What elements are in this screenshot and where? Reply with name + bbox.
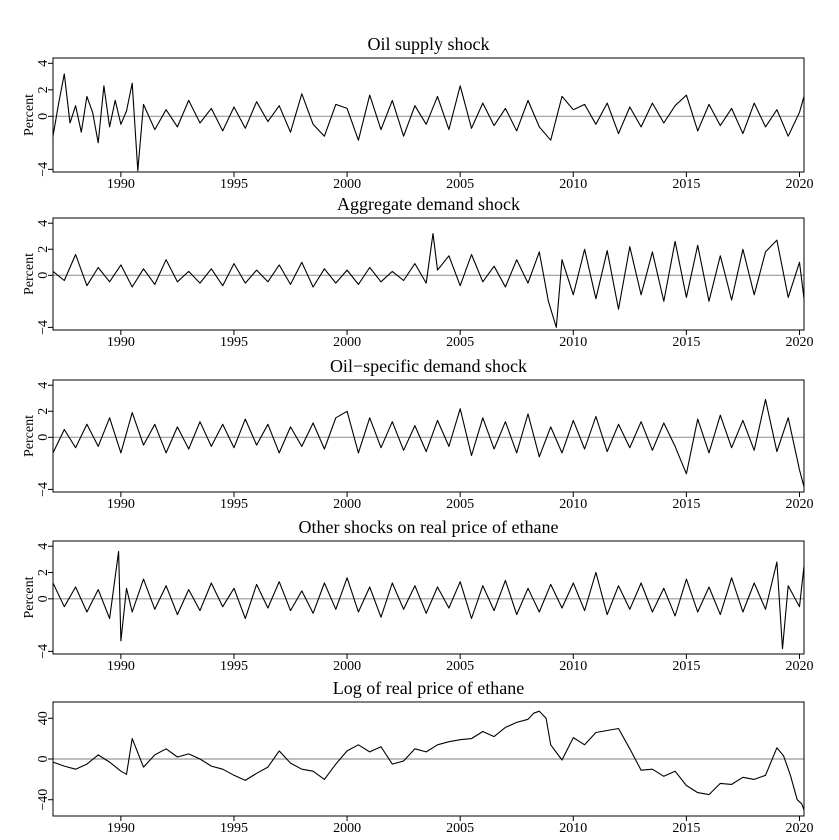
panel-title: Oil supply shock — [367, 34, 489, 54]
series-line — [52, 73, 805, 172]
x-tick-label: 1995 — [220, 335, 248, 350]
x-tick-label: 2000 — [333, 821, 361, 836]
panel-title: Other shocks on real price of ethane — [299, 517, 559, 537]
panel-5: Log of real price of ethane −40 0 40 1990 199… — [36, 678, 813, 836]
y-axis-label: Percent — [22, 576, 37, 618]
plot-frame — [52, 540, 805, 655]
y-tick-label: 4 — [36, 382, 51, 389]
x-tick-label: 2005 — [446, 821, 474, 836]
x-tick-label: 1995 — [220, 659, 248, 674]
x-tick-label: 2020 — [785, 177, 813, 192]
y-tick-label: −4 — [36, 644, 51, 659]
y-tick-label: 40 — [36, 711, 51, 725]
y-axis-label: Percent — [22, 253, 37, 295]
plot-frame — [52, 379, 805, 493]
x-tick-label: 2000 — [333, 659, 361, 674]
x-tick-label: 2015 — [672, 177, 700, 192]
x-tick-label: 2005 — [446, 497, 474, 512]
x-tick-label: 2015 — [672, 659, 700, 674]
y-tick-label: −4 — [36, 320, 51, 335]
y-axis-label: Percent — [22, 415, 37, 457]
panel-title: Oil−specific demand shock — [330, 356, 527, 376]
panel-2: Aggregate demand shock −4 0 2 4 1990 1995 2000 2… — [22, 194, 813, 350]
x-tick-label: 2005 — [446, 177, 474, 192]
panel-title: Aggregate demand shock — [337, 194, 520, 214]
x-tick-label: 2020 — [785, 335, 813, 350]
x-tick-label: 2015 — [672, 335, 700, 350]
y-tick-label: 0 — [36, 113, 51, 120]
panel-4: Other shocks on real price of ethane −4 0 2… — [22, 517, 813, 674]
y-tick-label: 0 — [36, 756, 51, 763]
y-tick-label: 2 — [36, 246, 51, 253]
x-tick-label: 2005 — [446, 335, 474, 350]
series-line — [52, 233, 805, 328]
x-tick-label: 2020 — [785, 821, 813, 836]
x-tick-label: 2015 — [672, 821, 700, 836]
y-tick-label: 0 — [36, 595, 51, 602]
x-tick-label: 2015 — [672, 497, 700, 512]
panel-1: Oil supply shock −4 0 2 4 1990 1995 2000 2005 201… — [22, 34, 813, 192]
y-tick-label: 0 — [36, 272, 51, 279]
series-line — [52, 398, 805, 487]
x-tick-label: 2010 — [559, 497, 587, 512]
x-tick-label: 1990 — [107, 335, 135, 350]
plot-frame — [52, 57, 805, 173]
x-tick-label: 1995 — [220, 177, 248, 192]
y-tick-label: 0 — [36, 434, 51, 441]
x-tick-label: 2010 — [559, 335, 587, 350]
x-tick-label: 1990 — [107, 177, 135, 192]
x-tick-label: 2000 — [333, 335, 361, 350]
y-tick-label: 4 — [36, 220, 51, 227]
x-tick-label: 2010 — [559, 821, 587, 836]
x-tick-label: 1990 — [107, 497, 135, 512]
x-tick-label: 1995 — [220, 497, 248, 512]
plot-frame — [52, 217, 805, 331]
x-tick-label: 2005 — [446, 659, 474, 674]
x-tick-label: 1990 — [107, 821, 135, 836]
y-axis-label: Percent — [22, 94, 37, 136]
x-tick-label: 2010 — [559, 177, 587, 192]
y-tick-label: −40 — [36, 789, 51, 811]
y-tick-label: −4 — [36, 162, 51, 177]
x-tick-label: 2010 — [559, 659, 587, 674]
x-tick-label: 2020 — [785, 659, 813, 674]
x-tick-label: 2020 — [785, 497, 813, 512]
x-tick-label: 1995 — [220, 821, 248, 836]
y-tick-label: 2 — [36, 86, 51, 93]
x-tick-label: 2000 — [333, 497, 361, 512]
series-line — [52, 710, 805, 811]
panel-title: Log of real price of ethane — [333, 678, 524, 698]
series-line — [52, 550, 805, 650]
y-tick-label: 4 — [36, 60, 51, 67]
x-tick-label: 1990 — [107, 659, 135, 674]
y-tick-label: 4 — [36, 543, 51, 550]
y-tick-label: 2 — [36, 408, 51, 415]
y-tick-label: −4 — [36, 482, 51, 497]
x-tick-label: 2000 — [333, 177, 361, 192]
panel-3: Oil−specific demand shock −4 0 2 4 1990 1995 20… — [22, 356, 813, 512]
y-tick-label: 2 — [36, 569, 51, 576]
